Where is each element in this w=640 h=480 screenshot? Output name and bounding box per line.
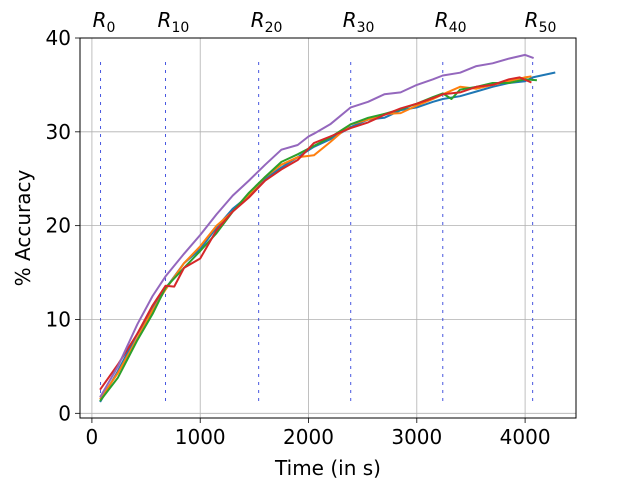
round-marker-subscript: 50 <box>539 20 557 36</box>
round-markers: R0 R10 R20 R30 R40 R50 <box>93 8 557 402</box>
plot-frame <box>79 37 577 419</box>
plot-area <box>80 38 576 418</box>
axis-ticks: 0 1000 2000 3000 4000 0 10 20 30 40 <box>46 26 551 449</box>
x-tick-label: 1000 <box>175 425 226 449</box>
x-tick-label: 4000 <box>500 425 551 449</box>
round-marker-letter: R <box>93 8 107 32</box>
round-marker-subscript: 20 <box>265 20 283 36</box>
x-axis-label: Time (in s) <box>274 456 381 480</box>
round-marker-label: R20 <box>251 8 283 36</box>
series-line-4 <box>99 76 532 391</box>
x-tick-label: 3000 <box>391 425 442 449</box>
y-axis-label: % Accuracy <box>11 170 35 287</box>
y-tick-label: 10 <box>46 307 71 331</box>
round-marker-letter: R <box>343 8 357 32</box>
y-tick-label: 40 <box>46 26 71 50</box>
round-marker-label: R30 <box>343 8 375 36</box>
round-marker-label: R10 <box>158 8 190 36</box>
x-tick-label: 0 <box>86 425 99 449</box>
round-marker-letter: R <box>435 8 449 32</box>
series-line-5 <box>99 53 534 398</box>
round-marker-label: R40 <box>435 8 467 36</box>
x-tick-label: 2000 <box>283 425 334 449</box>
y-tick-label: 30 <box>46 120 71 144</box>
round-marker-subscript: 30 <box>357 20 375 36</box>
round-marker-letter: R <box>525 8 539 32</box>
round-marker-label: R0 <box>93 8 116 36</box>
y-tick-label: 0 <box>58 401 71 425</box>
round-marker-letter: R <box>158 8 172 32</box>
series-lines <box>99 53 556 403</box>
round-marker-letter: R <box>251 8 265 32</box>
round-marker-subscript: 10 <box>171 20 189 36</box>
round-marker-subscript: 40 <box>449 20 467 36</box>
y-tick-label: 20 <box>46 214 71 238</box>
round-marker-label: R50 <box>525 8 557 36</box>
round-marker-subscript: 0 <box>106 20 115 36</box>
